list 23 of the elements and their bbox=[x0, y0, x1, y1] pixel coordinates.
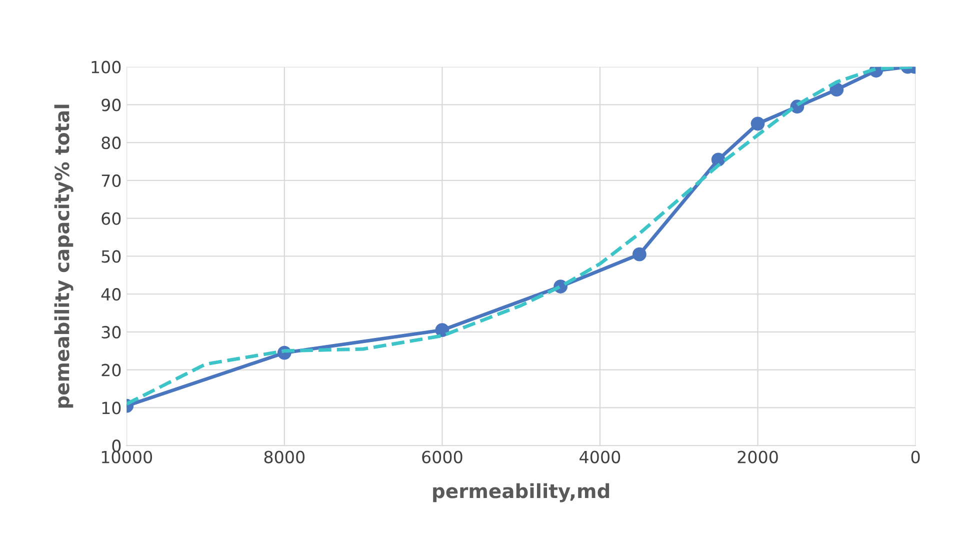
point bbox=[435, 323, 450, 338]
y-tick-label: 80 bbox=[102, 136, 121, 150]
y-tick-label: 30 bbox=[102, 326, 121, 339]
x-tick-label: 10000 bbox=[102, 450, 152, 464]
point bbox=[632, 247, 646, 262]
y-tick-label: 100 bbox=[92, 60, 121, 74]
y-tick-label: 10 bbox=[102, 402, 121, 414]
x-axis-title: permeability,md bbox=[433, 483, 610, 502]
y-tick-label: 70 bbox=[102, 174, 121, 188]
y-tick-label: 40 bbox=[101, 288, 121, 301]
point bbox=[750, 116, 765, 131]
x-tick-label: 0 bbox=[911, 450, 920, 464]
x-tick-label: 2000 bbox=[738, 450, 778, 464]
y-tick-label: 50 bbox=[102, 250, 121, 263]
y-tick-label: 20 bbox=[102, 364, 121, 376]
y-tick-label: 60 bbox=[102, 212, 121, 225]
x-tick-label: 4000 bbox=[580, 450, 620, 464]
point bbox=[830, 82, 844, 97]
x-tick-label: 8000 bbox=[264, 450, 305, 464]
point bbox=[711, 152, 726, 167]
y-tick-label: 90 bbox=[102, 98, 121, 112]
y-axis-title: pemeability capacity% total bbox=[54, 104, 74, 408]
x-tick-label: 6000 bbox=[422, 450, 462, 464]
